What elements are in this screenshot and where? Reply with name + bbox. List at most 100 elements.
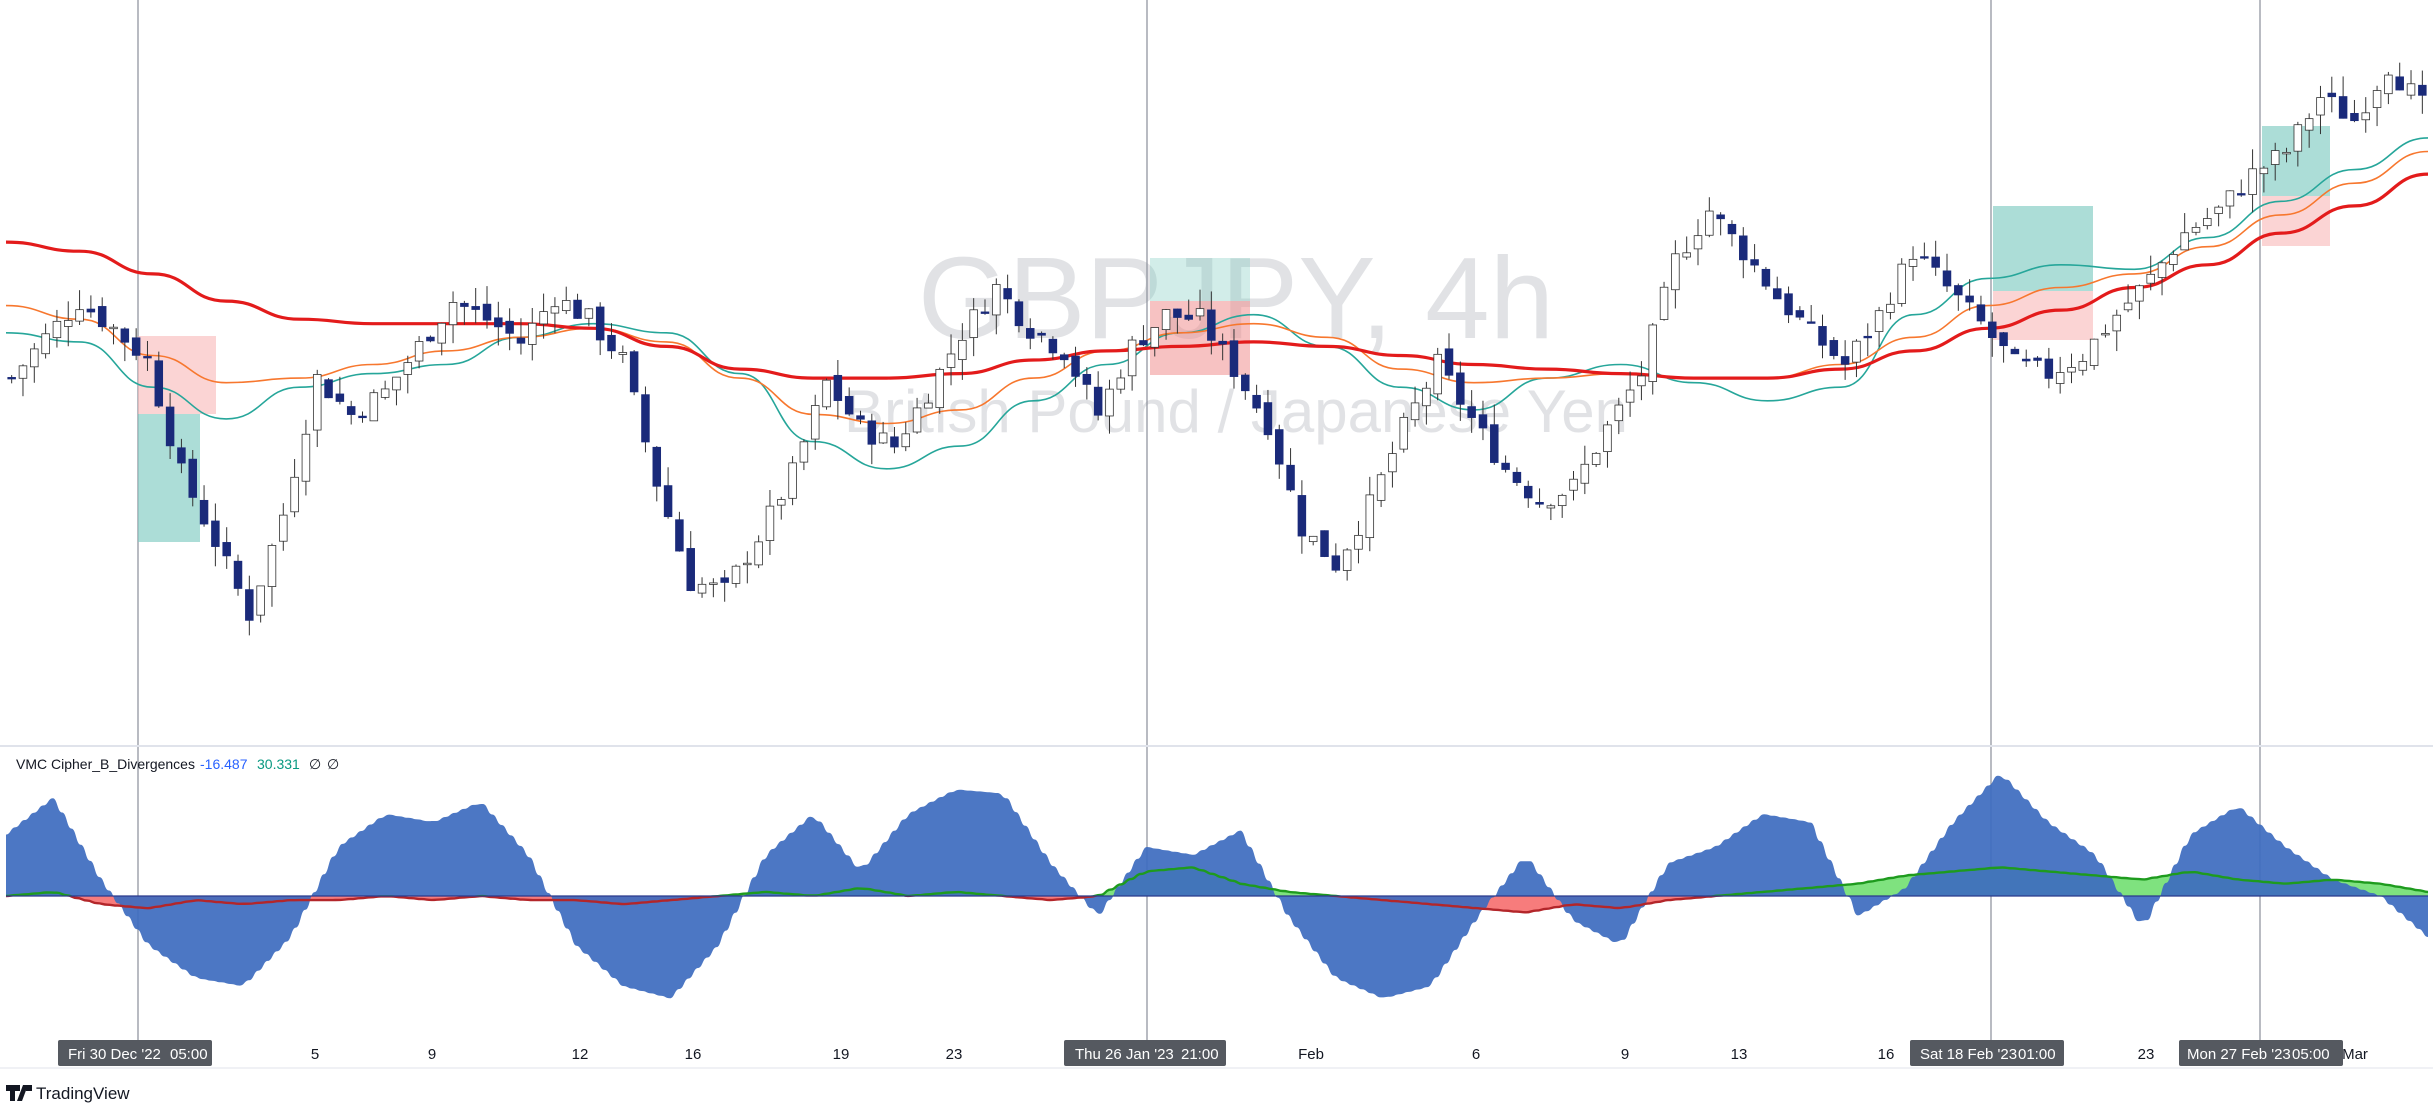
- candle-bull: [1150, 327, 1160, 348]
- candle-bear: [1059, 354, 1069, 361]
- candle-bull: [380, 388, 390, 398]
- indicator-value-3: ∅: [309, 756, 321, 772]
- indicator-value-4: ∅: [327, 756, 339, 772]
- time-label: 05:00: [2292, 1046, 2330, 1063]
- candle-bear: [1218, 340, 1227, 345]
- indicator-value-2: 30.331: [257, 756, 300, 772]
- tradingview-logo[interactable]: TradingView: [6, 1084, 130, 1103]
- candle-bull: [765, 505, 775, 541]
- candle-bull: [2293, 124, 2303, 152]
- brand-name: TradingView: [36, 1084, 130, 1103]
- candle-bull: [1908, 258, 1918, 267]
- candle-bear: [2418, 84, 2427, 96]
- candle-bear: [2338, 96, 2348, 119]
- candle-bull: [1410, 402, 1420, 421]
- candle-bear: [1716, 214, 1725, 220]
- candle-bear: [97, 306, 107, 328]
- candle-bear: [856, 415, 865, 420]
- candle-bull: [2304, 118, 2314, 131]
- candle-bull: [1569, 478, 1578, 491]
- stop-loss-box: [138, 336, 216, 414]
- candle-bear: [1331, 555, 1341, 571]
- candle-bear: [1444, 348, 1454, 376]
- candle-bull: [1648, 324, 1657, 382]
- tradingview-logo-icon: [6, 1085, 32, 1101]
- candle-bull: [437, 322, 446, 344]
- candle-bull: [2248, 168, 2257, 195]
- candle-bear: [494, 317, 503, 328]
- candle-bull: [618, 352, 628, 355]
- candle-bear: [120, 328, 130, 343]
- candle-bull: [2361, 112, 2371, 121]
- candle-bear: [573, 299, 582, 319]
- indicator-name[interactable]: VMC Cipher_B_Divergences: [16, 756, 195, 772]
- candle-bull: [290, 476, 299, 513]
- candle-bull: [2270, 150, 2280, 165]
- candle-bull: [2203, 218, 2212, 227]
- candle-bear: [222, 542, 231, 557]
- candle-bull: [1705, 210, 1714, 236]
- candle-bull: [2180, 232, 2189, 251]
- candle-bull: [1354, 534, 1363, 550]
- time-label: 19: [833, 1046, 850, 1063]
- candle-bull: [946, 353, 956, 368]
- candle-bear: [2237, 193, 2246, 196]
- candle-bear: [1320, 530, 1329, 557]
- candle-bull: [1105, 388, 1114, 417]
- candle-bull: [878, 432, 888, 444]
- candle-bear: [1274, 429, 1284, 465]
- candle-bull: [1342, 549, 1352, 571]
- candle-bear: [1263, 402, 1273, 436]
- candle-bear: [663, 485, 673, 518]
- candle-bull: [267, 545, 277, 587]
- candle-bear: [86, 308, 96, 313]
- candle-bull: [2055, 372, 2065, 384]
- candle-bull: [1671, 253, 1680, 291]
- candle-bear: [1512, 471, 1522, 483]
- time-label: 23: [946, 1046, 963, 1063]
- candle-bear: [346, 406, 356, 415]
- time-label: 05:00: [170, 1046, 208, 1063]
- candle-bear: [131, 337, 141, 356]
- candle-bull: [1682, 252, 1691, 258]
- candle-bear: [1806, 321, 1816, 324]
- candle-bull: [1625, 389, 1635, 403]
- candle-bear: [1739, 235, 1748, 261]
- candle-bear: [2010, 348, 2020, 355]
- candle-bull: [1852, 340, 1861, 363]
- candle-bull: [1659, 286, 1669, 320]
- candle-bull: [1874, 310, 1884, 332]
- time-axis[interactable]: Fri 30 Dec '22 05:00 5 9 12 16 19 23 Thu…: [58, 1040, 2368, 1066]
- candle-bear: [1456, 372, 1465, 405]
- time-label: 9: [428, 1046, 436, 1063]
- candle-bear: [482, 303, 492, 321]
- candle-bear: [1761, 268, 1771, 287]
- candle-bull: [18, 365, 28, 379]
- candle-bull: [301, 433, 311, 482]
- candle-bear: [2395, 76, 2404, 91]
- candle-bear: [143, 356, 152, 359]
- candle-bear: [1965, 295, 1974, 303]
- candle-bear: [1920, 256, 1929, 259]
- candle-bear: [188, 458, 197, 498]
- candle-bear: [1535, 502, 1544, 505]
- candle-bull: [788, 462, 797, 499]
- candle-bull: [1399, 416, 1408, 450]
- candle-bear: [1003, 288, 1012, 300]
- time-label: 12: [572, 1046, 589, 1063]
- candle-bear: [1026, 328, 1035, 339]
- candle-bull: [731, 565, 741, 584]
- candle-bear: [1139, 340, 1148, 346]
- candle-bear: [675, 519, 684, 552]
- time-label: Sat 18 Feb '23: [1920, 1046, 2017, 1063]
- money-flow-line-negative: [6, 896, 1732, 914]
- time-label: 23: [2138, 1046, 2155, 1063]
- candle-bear: [1942, 270, 1952, 287]
- candle-bear: [844, 396, 854, 415]
- candle-bear: [2033, 357, 2042, 361]
- candle-bear: [1082, 373, 1092, 385]
- time-label: 13: [1731, 1046, 1748, 1063]
- candle-bull: [2101, 333, 2110, 336]
- candle-bear: [358, 415, 367, 419]
